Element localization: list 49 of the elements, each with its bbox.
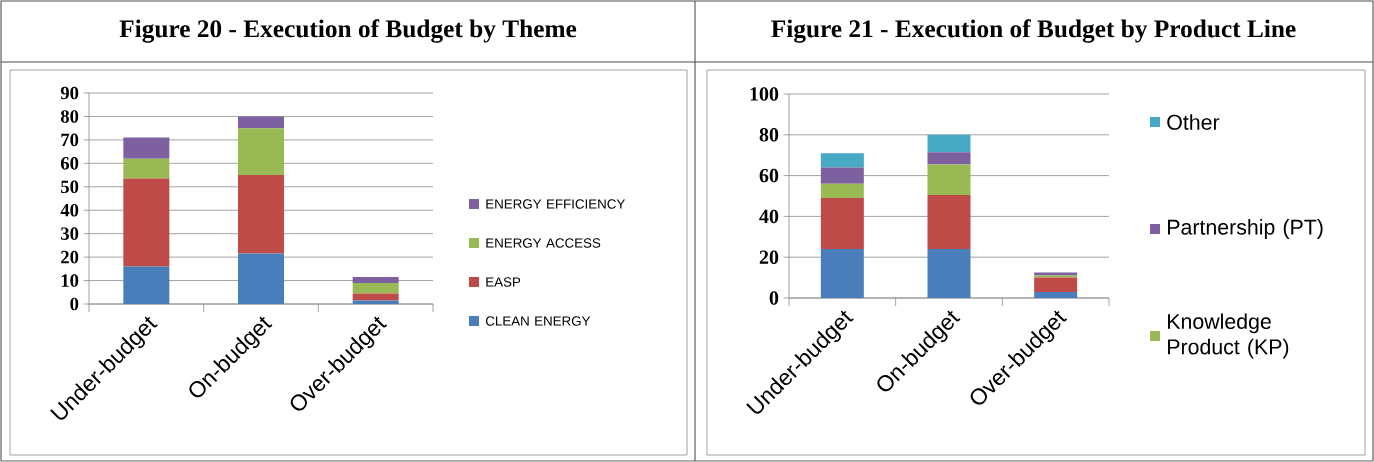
bar bbox=[352, 282, 399, 294]
y-tick-label: 40 bbox=[759, 209, 779, 224]
y-tick-label: 10 bbox=[61, 274, 79, 287]
bar bbox=[820, 198, 864, 250]
bar bbox=[1034, 291, 1078, 299]
bar bbox=[820, 167, 864, 184]
y-tick-label: 30 bbox=[61, 227, 79, 240]
chart-title: Figure 21 - Execution of Budget by Product Line bbox=[771, 19, 1296, 43]
bar bbox=[820, 183, 864, 199]
legend-label: CLEAN ENERGY bbox=[485, 316, 591, 326]
legend-label: EASP bbox=[486, 277, 521, 287]
y-tick-label: 100 bbox=[750, 87, 779, 101]
legend-label: Knowledge Product (KP) bbox=[1168, 313, 1289, 359]
bar bbox=[238, 253, 284, 304]
bar bbox=[352, 277, 399, 283]
bar bbox=[1034, 277, 1078, 292]
y-tick-label: 60 bbox=[759, 168, 779, 183]
bar bbox=[238, 116, 284, 129]
y-tick-label: 20 bbox=[61, 250, 79, 264]
y-tick-label: 80 bbox=[60, 110, 79, 123]
bar bbox=[927, 134, 971, 153]
y-tick-label: 60 bbox=[60, 157, 79, 170]
y-tick-label: 70 bbox=[61, 133, 79, 147]
bar bbox=[123, 158, 170, 179]
y-tick-label: 50 bbox=[61, 180, 79, 194]
bar bbox=[352, 300, 399, 304]
bar bbox=[927, 152, 971, 165]
y-tick-label: 90 bbox=[60, 86, 79, 100]
legend-label: ENERGY ACCESS bbox=[486, 238, 601, 248]
chart-title: Figure 20 - Execution of Budget by Theme bbox=[119, 19, 577, 43]
bar bbox=[820, 153, 864, 168]
legend-label: Partnership (PT) bbox=[1168, 219, 1323, 239]
bar bbox=[820, 249, 864, 299]
y-tick-label: 40 bbox=[60, 203, 79, 217]
y-tick-label: 0 bbox=[769, 291, 779, 305]
legend-label: Other bbox=[1167, 114, 1220, 130]
bar bbox=[238, 128, 284, 176]
y-tick-label: 20 bbox=[759, 250, 779, 264]
y-tick-label: 80 bbox=[759, 128, 779, 142]
bar bbox=[123, 137, 170, 159]
bar bbox=[927, 249, 971, 299]
bar bbox=[123, 266, 170, 304]
bar bbox=[123, 178, 170, 267]
y-tick-label: 0 bbox=[70, 297, 79, 311]
bar bbox=[927, 164, 971, 195]
legend-label: ENERGY EFFICIENCY bbox=[486, 199, 626, 209]
bar bbox=[352, 293, 399, 301]
bar bbox=[238, 175, 284, 254]
bar bbox=[927, 194, 971, 250]
